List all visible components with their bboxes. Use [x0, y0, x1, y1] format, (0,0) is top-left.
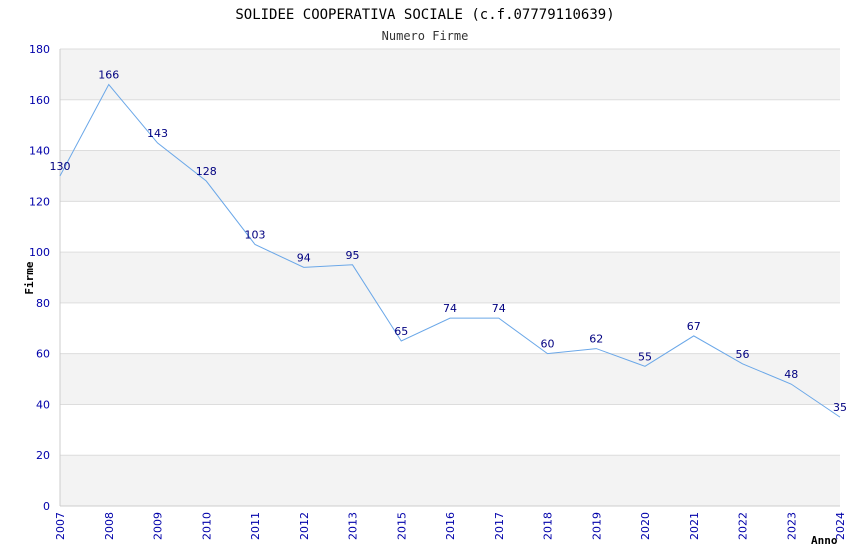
data-label: 166 [98, 69, 119, 82]
data-label: 60 [541, 338, 555, 351]
x-tick-label: 2009 [152, 512, 165, 540]
x-tick-label: 2007 [54, 512, 67, 540]
x-axis-title: Anno [811, 534, 838, 547]
grid-band [60, 150, 840, 202]
x-tick-label: 2008 [103, 512, 116, 540]
data-label: 67 [687, 320, 701, 333]
data-label: 103 [245, 228, 266, 241]
x-tick-label: 2023 [785, 512, 798, 540]
x-tick-labels: 2007 2008 2009 2010 2011 2012 2013 2015 2016 2017… [54, 512, 847, 540]
x-tick-label: 2017 [493, 512, 506, 540]
data-label: 55 [638, 350, 652, 363]
y-tick-label: 40 [36, 398, 50, 411]
x-tick-label: 2016 [444, 512, 457, 540]
data-label: 95 [346, 249, 360, 262]
data-label: 74 [492, 302, 506, 315]
grid-lines [60, 48, 840, 456]
grid-band [60, 252, 840, 303]
data-label: 48 [784, 368, 798, 381]
data-labels: 130 166 143 128 103 94 95 65 74 74 60 62 55 67 56 48 35 [50, 69, 848, 415]
x-tick-label: 2015 [395, 512, 408, 540]
y-tick-label: 20 [36, 449, 50, 462]
x-tick-label: 2021 [688, 512, 701, 540]
chart-subtitle: Numero Firme [382, 29, 469, 43]
x-tick-label: 2020 [639, 512, 652, 540]
data-label: 35 [833, 401, 847, 414]
data-label: 65 [394, 325, 408, 338]
grid-band [60, 353, 840, 405]
y-tick-label: 160 [29, 94, 50, 107]
data-label: 130 [50, 160, 71, 173]
y-tick-label: 100 [29, 246, 50, 259]
series-line [59, 83, 841, 418]
x-tick-label: 2019 [590, 512, 603, 540]
y-axis-title: Firme [23, 261, 36, 294]
y-tick-labels: 0 20 40 60 80 100 120 140 160 180 [29, 43, 50, 513]
x-tick-label: 2012 [298, 512, 311, 540]
y-tick-label: 180 [29, 43, 50, 56]
y-tick-label: 60 [36, 348, 50, 361]
x-tick-label: 2018 [542, 512, 555, 540]
data-label: 143 [147, 127, 168, 140]
data-label: 94 [297, 251, 311, 264]
x-tick-label: 2010 [200, 512, 213, 540]
y-tick-label: 120 [29, 195, 50, 208]
x-tick-label: 2024 [834, 512, 847, 540]
grid-bands [60, 49, 840, 506]
grid-band [60, 455, 840, 506]
y-tick-label: 80 [36, 297, 50, 310]
data-label: 128 [196, 165, 217, 178]
grid-band [60, 49, 840, 100]
y-tick-label: 140 [29, 145, 50, 158]
x-tick-label: 2011 [249, 512, 262, 540]
data-label: 62 [589, 333, 603, 346]
chart-title: SOLIDEE COOPERATIVA SOCIALE (c.f.0777911… [235, 7, 614, 23]
x-tick-label: 2022 [737, 512, 750, 540]
x-tick-label: 2013 [347, 512, 360, 540]
data-label: 56 [736, 348, 750, 361]
y-tick-label: 0 [43, 500, 50, 513]
data-label: 74 [443, 302, 457, 315]
